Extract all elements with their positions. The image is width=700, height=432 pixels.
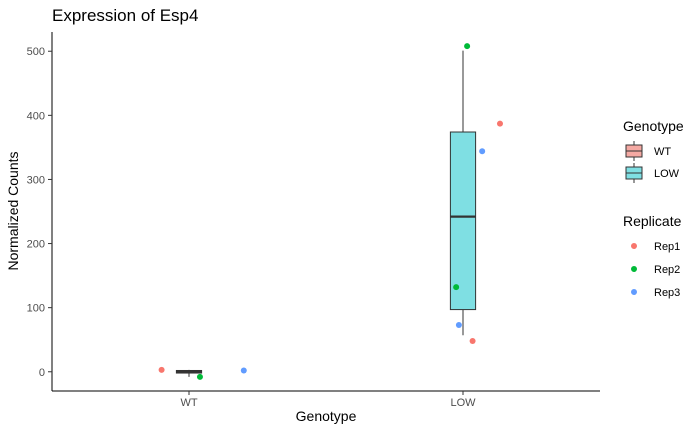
y-tick-label: 400: [27, 110, 45, 122]
y-tick-label: 200: [27, 239, 45, 251]
x-tick-label: WT: [180, 397, 197, 409]
data-point: [479, 148, 486, 155]
legend-title-genotype: Genotype: [623, 118, 684, 134]
data-point: [453, 284, 460, 291]
data-point: [469, 337, 476, 344]
legend-key-point: [631, 266, 637, 272]
data-point: [464, 43, 471, 50]
x-tick-label: LOW: [450, 397, 476, 409]
x-axis-title: Genotype: [296, 408, 357, 424]
data-point: [455, 321, 462, 328]
y-tick-label: 500: [27, 46, 45, 58]
legend-label: Rep1: [654, 241, 680, 253]
legend-label: WT: [654, 146, 671, 158]
box: [449, 131, 477, 311]
legend-label: LOW: [654, 168, 680, 180]
legend: Genotype WT LOW Replicate Rep1 Rep2 Rep3: [623, 118, 684, 299]
chart-title: Expression of Esp4: [52, 6, 198, 25]
y-tick-label: 300: [27, 174, 45, 186]
data-point: [196, 373, 203, 380]
data-point: [496, 120, 503, 127]
y-tick-label: 100: [27, 303, 45, 315]
data-point: [240, 367, 247, 374]
y-tick-label: 0: [39, 367, 45, 379]
legend-label: Rep3: [654, 287, 680, 299]
legend-key-point: [631, 289, 637, 295]
legend-key-point: [631, 243, 637, 249]
legend-title-replicate: Replicate: [623, 213, 682, 229]
plot-area: 0 100 200 300 400 500 WT LOW: [27, 32, 600, 409]
legend-label: Rep2: [654, 264, 680, 276]
y-axis-title: Normalized Counts: [5, 151, 21, 270]
data-point: [158, 366, 165, 373]
